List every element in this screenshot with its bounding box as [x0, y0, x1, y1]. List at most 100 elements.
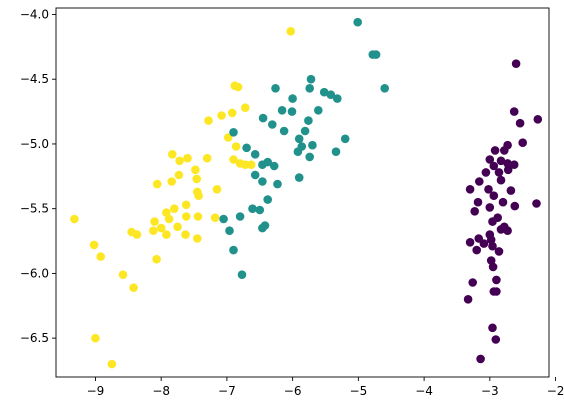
scatter-point	[204, 116, 213, 125]
scatter-point	[193, 234, 202, 243]
scatter-point	[250, 150, 260, 159]
scatter-point	[268, 120, 277, 129]
scatter-point	[183, 153, 192, 163]
y-tick-label: −4.0	[20, 7, 49, 21]
plot-frame	[55, 7, 550, 378]
scatter-point	[468, 278, 478, 287]
scatter-point	[485, 155, 495, 164]
x-axis: −9 −8 −7 −6 −5 −4 −3 −2	[87, 377, 564, 398]
scatter-point	[219, 214, 228, 224]
scatter-point	[488, 262, 498, 272]
scatter-point	[156, 223, 166, 233]
scatter-point	[227, 108, 237, 118]
scatter-point	[533, 115, 543, 124]
scatter-point	[481, 168, 491, 177]
scatter-point	[308, 140, 317, 150]
scatter-point	[473, 197, 483, 207]
x-tick-label: −6	[284, 384, 302, 398]
scatter-point	[231, 142, 241, 151]
scatter-point	[476, 354, 485, 364]
scatter-point	[509, 107, 519, 116]
scatter-point	[333, 94, 342, 103]
scatter-point	[532, 199, 541, 208]
scatter-point	[506, 186, 516, 195]
y-tick-label: −5.5	[20, 202, 49, 216]
scatter-point	[287, 107, 297, 116]
scatter-point	[488, 323, 497, 333]
scatter-point	[509, 160, 519, 169]
scatter-point	[241, 160, 250, 169]
y-tick-label: −6.5	[20, 331, 49, 345]
scatter-point	[510, 201, 520, 211]
scatter-point	[217, 111, 226, 120]
scatter-point	[237, 270, 247, 280]
scatter-point	[149, 226, 158, 235]
scatter-point	[255, 205, 265, 215]
scatter-point	[273, 179, 282, 189]
scatter-point	[170, 204, 179, 213]
scatter-point	[503, 159, 512, 168]
scatter-point	[353, 17, 363, 27]
scatter-point	[286, 27, 296, 36]
scatter-point	[498, 197, 508, 207]
scatter-point	[319, 87, 329, 97]
scatter-point	[472, 245, 482, 255]
scatter-point	[489, 191, 499, 200]
scatter-point	[314, 106, 323, 115]
scatter-point	[174, 170, 184, 180]
scatter-point	[118, 270, 128, 280]
scatter-point	[488, 217, 497, 226]
scatter-point	[305, 152, 315, 162]
points-layer	[70, 17, 543, 369]
scatter-point	[496, 156, 506, 166]
scatter-point	[129, 283, 138, 293]
scatter-point	[258, 113, 268, 123]
scatter-point	[491, 335, 501, 344]
scatter-point	[164, 214, 174, 224]
scatter-point	[242, 143, 251, 153]
x-tick-label: −7	[218, 384, 236, 398]
scatter-point	[91, 333, 100, 343]
scatter-point	[175, 156, 184, 166]
scatter-point	[488, 241, 497, 251]
scatter-point	[293, 147, 303, 156]
x-tick-label: −9	[87, 384, 105, 398]
scatter-point	[229, 128, 238, 137]
scatter-point	[70, 214, 79, 224]
scatter-point	[229, 155, 238, 164]
scatter-point	[271, 84, 280, 93]
x-tick-label: −3	[481, 384, 499, 398]
scatter-point	[181, 200, 191, 210]
scatter-point	[492, 287, 501, 296]
scatter-point	[89, 240, 99, 250]
scatter-point	[132, 230, 142, 239]
scatter-point	[305, 84, 315, 93]
scatter-point	[486, 235, 496, 245]
scatter-point	[465, 238, 475, 247]
scatter-point	[331, 147, 341, 156]
scatter-point	[225, 226, 234, 235]
scatter-point	[194, 191, 203, 200]
scatter-point	[515, 118, 525, 128]
scatter-point	[246, 160, 256, 169]
scatter-point	[168, 150, 177, 159]
scatter-point	[107, 359, 117, 369]
y-tick-label: −4.5	[20, 72, 49, 86]
scatter-point	[229, 245, 238, 255]
scatter-point	[181, 230, 190, 239]
scatter-point	[470, 207, 480, 216]
scatter-point	[371, 50, 381, 59]
scatter-point	[496, 225, 506, 234]
scatter-point	[494, 168, 504, 177]
scatter-point	[479, 239, 489, 248]
scatter-point	[152, 179, 162, 189]
scatter-point	[193, 212, 203, 221]
scatter-point	[235, 212, 245, 221]
scatter-point	[294, 134, 304, 144]
scatter-point	[263, 195, 273, 204]
x-tick-label: −8	[152, 384, 170, 398]
scatter-point	[463, 295, 473, 304]
scatter-point	[241, 103, 250, 112]
scatter-point	[306, 74, 316, 84]
scatter-point	[202, 153, 212, 163]
